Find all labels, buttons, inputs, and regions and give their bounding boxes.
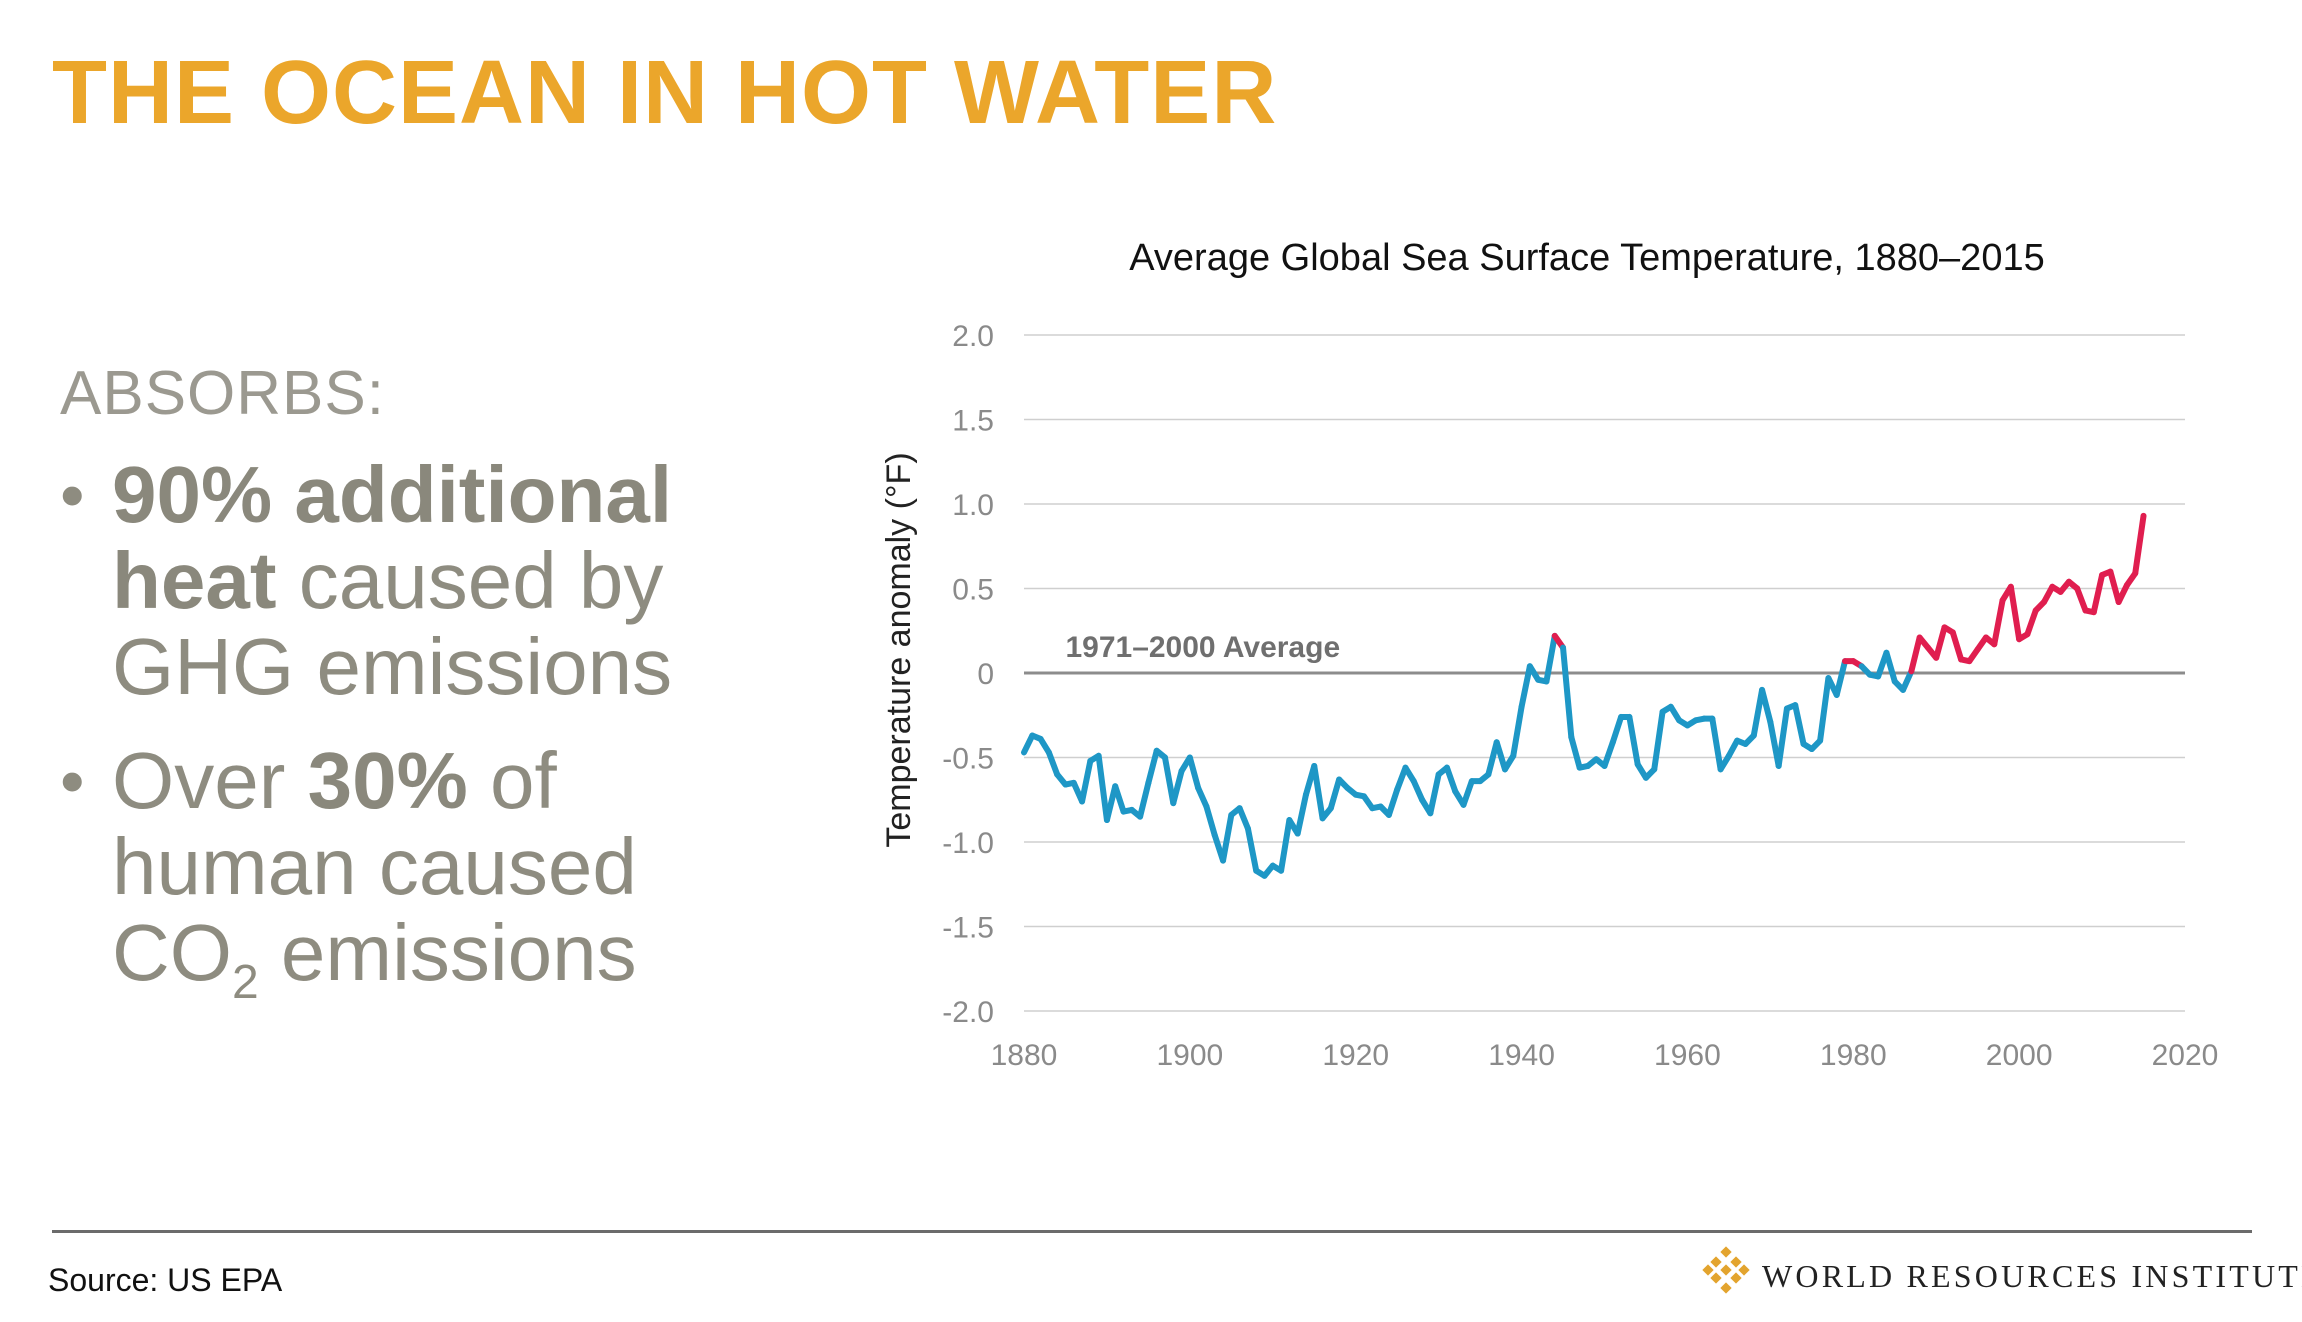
series-segment-below-average (1244, 825, 1260, 874)
bullet-dot: • (60, 456, 85, 534)
y-axis-label: Temperature anomaly (°F) (880, 452, 918, 847)
series-segment-below-average (1137, 779, 1152, 820)
x-tick-label: 2020 (2152, 1039, 2219, 1072)
series-segment-below-average (1394, 764, 1409, 793)
y-tick-label: -1.0 (942, 827, 994, 860)
series-segment-above-average (2090, 571, 2106, 616)
x-tick-label: 1940 (1488, 1039, 1555, 1072)
bullet-heat-bold: 90% additional heat (112, 450, 673, 625)
series-segment-below-average (1792, 702, 1807, 747)
series-segment-above-average (2107, 568, 2122, 606)
series-segment-below-average (1775, 705, 1790, 769)
series-segment-below-average (1601, 739, 1616, 769)
y-tick-label: 0.5 (952, 574, 994, 607)
y-tick-label: -0.5 (942, 743, 994, 776)
series-segment-above-average (1991, 597, 2006, 648)
reference-average-label: 1971–2000 Average (1065, 631, 1340, 664)
series-segment-above-average (2115, 582, 2130, 606)
series-segment-above-average (2024, 607, 2039, 638)
series-segment-below-average (1294, 791, 1309, 837)
sea-temperature-chart: Average Global Sea Surface Temperature, … (880, 237, 2219, 1072)
absorbs-label: ABSORBS: (60, 359, 385, 428)
bullet-dot: • (60, 742, 85, 820)
series-segment-below-average (1900, 668, 1915, 693)
series-segment-below-average (1609, 713, 1625, 746)
series-segment-below-average (1278, 817, 1293, 874)
series-segment-below-average (1560, 644, 1575, 741)
slide-title: THE OCEAN IN HOT WATER (52, 43, 1278, 143)
series-segment-below-average (1759, 686, 1774, 726)
series-segment-below-average (1510, 703, 1525, 759)
x-tick-label: 1900 (1156, 1039, 1223, 1072)
source-note: Source: US EPA (48, 1262, 283, 1298)
series-segment-below-average (1203, 803, 1218, 839)
series-segment-below-average (1045, 749, 1061, 778)
series-segment-below-average (1170, 768, 1185, 807)
series-segment-below-average (1427, 771, 1442, 817)
series-segment-below-average (1651, 708, 1666, 773)
bullet-co2-mid: of human caused CO (112, 736, 637, 997)
footer-divider (52, 1230, 2252, 1233)
chart-title: Average Global Sea Surface Temperature, … (1129, 237, 2044, 279)
series-segment-below-average (1410, 778, 1426, 803)
series-segment-below-average (1327, 776, 1343, 812)
series-segment-below-average (1493, 739, 1508, 773)
series-segment-below-average (1750, 686, 1766, 739)
series-segment-below-average (1145, 747, 1160, 786)
series-segment-below-average (1021, 732, 1036, 756)
series-segment-below-average (1543, 632, 1558, 685)
y-tick-label: -2.0 (942, 996, 994, 1029)
bullet-co2-post: emissions (258, 908, 637, 997)
x-tick-label: 1880 (991, 1039, 1058, 1072)
bullet-co2-bold: 30% (307, 736, 468, 825)
series-segment-above-average (1949, 629, 1965, 663)
y-tick-label: 0 (977, 658, 994, 691)
bullet-co2-text: Over 30% of human caused CO2 emissions (112, 738, 760, 1026)
series-segment-below-average (1817, 675, 1832, 744)
series-segment-above-average (1933, 624, 1948, 661)
series-segment-below-average (1385, 786, 1401, 818)
series-segment-below-average (1709, 715, 1724, 773)
y-tick-label: 1.5 (952, 405, 994, 438)
y-tick-label: -1.5 (942, 912, 994, 945)
series-segment-below-average (1626, 713, 1641, 768)
bullet-heat-text: 90% additional heat caused by GHG emissi… (112, 452, 760, 710)
y-tick-label: 2.0 (952, 320, 994, 353)
bullet-co2-subscript: 2 (232, 956, 259, 1009)
series-segment-below-average (1112, 783, 1127, 815)
x-tick-label: 2000 (1986, 1039, 2053, 1072)
series-segment-below-average (1195, 784, 1210, 810)
series-segment-below-average (1833, 658, 1848, 698)
bullet-heat: • 90% additional heat caused by GHG emis… (60, 452, 760, 710)
series-segment-below-average (1220, 811, 1235, 864)
series-segment-below-average (1161, 754, 1177, 807)
series-segment-below-average (1079, 757, 1094, 805)
y-tick-label: 1.0 (952, 489, 994, 522)
wri-logo-text: WORLD RESOURCES INSTITUTE (1762, 1258, 2302, 1294)
x-tick-label: 1980 (1820, 1039, 1887, 1072)
series-segment-below-average (1518, 663, 1533, 710)
series-segment-above-average (2132, 512, 2147, 577)
series-segment-below-average (1236, 805, 1251, 832)
x-tick-label: 1960 (1654, 1039, 1721, 1072)
bullet-co2-pre: Over (112, 736, 308, 825)
bullet-co2: • Over 30% of human caused CO2 emissions (60, 738, 760, 1026)
wri-logo-icon (1702, 1246, 1750, 1294)
series-segment-below-average (1095, 752, 1110, 824)
series-segment-above-average (1908, 634, 1923, 675)
x-tick-label: 1920 (1322, 1039, 1389, 1072)
series-segment-below-average (1460, 778, 1475, 808)
series-segment-below-average (1311, 762, 1326, 822)
series-segment-below-average (1103, 783, 1119, 824)
series-segment-above-average (2074, 585, 2089, 614)
series-segment-below-average (1568, 734, 1583, 771)
bullet-heat-rest: caused by GHG emissions (112, 536, 673, 711)
series-segment-above-average (2007, 583, 2023, 643)
series-segment-below-average (1883, 649, 1898, 685)
series-segment-below-average (1443, 764, 1459, 795)
series-segment-below-average (1186, 754, 1202, 791)
